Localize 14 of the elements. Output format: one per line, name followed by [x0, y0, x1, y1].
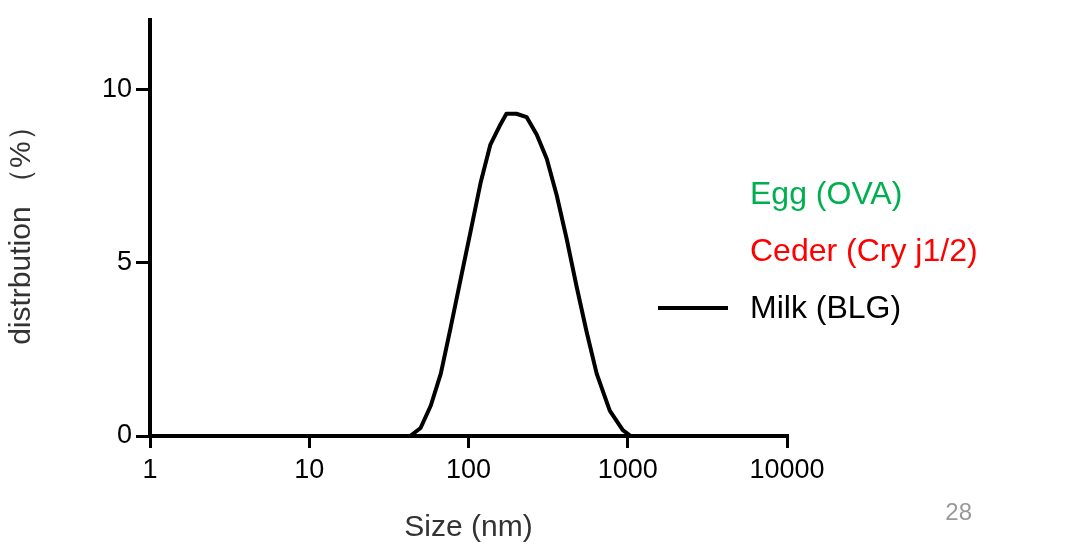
legend-label: Ceder (Cry j1/2)	[750, 232, 978, 269]
x-tick-label: 10000	[749, 453, 825, 484]
x-tick-label: 10	[294, 453, 325, 484]
legend-label: Milk (BLG)	[750, 289, 902, 326]
y-axis-title: distrbution （%）	[3, 111, 37, 345]
y-tick-label: 5	[116, 246, 132, 277]
text: 28	[945, 498, 972, 526]
x-tick-label: 1000	[597, 453, 658, 484]
x-tick-label: 1	[142, 453, 158, 484]
x-axis-title: Size (nm)	[404, 509, 533, 543]
legend-label: Egg (OVA)	[750, 175, 903, 212]
x-tick-label: 100	[445, 453, 492, 484]
y-tick-label: 0	[116, 419, 132, 450]
y-tick-label: 10	[101, 72, 132, 103]
